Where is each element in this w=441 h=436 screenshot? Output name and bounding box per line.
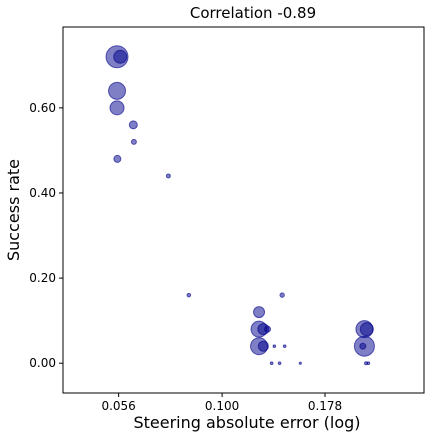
data-point-14 xyxy=(257,340,269,352)
chart-title: Correlation -0.89 xyxy=(190,4,316,22)
x-axis-ticks: 0.056 0.100 0.178 xyxy=(101,393,342,413)
x-tick-label-0: 0.056 xyxy=(101,399,135,413)
data-point-17 xyxy=(282,344,287,348)
data-point-5 xyxy=(113,154,122,163)
x-axis-label: Steering absolute error (log) xyxy=(133,413,360,432)
data-points xyxy=(105,45,375,366)
y-axis-ticks: 0.00 0.20 0.40 0.60 xyxy=(29,101,63,370)
y-tick-label-0: 0.00 xyxy=(29,356,56,370)
data-point-26 xyxy=(366,361,371,366)
data-point-3 xyxy=(109,100,125,116)
data-point-18 xyxy=(269,361,274,366)
data-point-6 xyxy=(130,138,137,145)
data-point-7 xyxy=(165,173,171,179)
y-tick-label-2: 0.40 xyxy=(29,186,56,200)
data-point-12 xyxy=(264,325,272,333)
y-tick-label-3: 0.60 xyxy=(29,101,56,115)
y-axis-label: Success rate xyxy=(4,159,23,261)
data-point-4 xyxy=(128,120,138,130)
data-point-9 xyxy=(253,306,266,319)
x-tick-label-2: 0.178 xyxy=(308,399,342,413)
data-point-20 xyxy=(298,361,302,365)
data-point-2 xyxy=(108,81,127,100)
data-point-15 xyxy=(279,292,285,298)
data-point-8 xyxy=(186,292,192,298)
data-point-22 xyxy=(359,322,374,337)
data-point-24 xyxy=(359,342,367,350)
data-point-19 xyxy=(277,361,282,366)
y-tick-label-1: 0.20 xyxy=(29,271,56,285)
data-point-16 xyxy=(272,344,277,348)
plot-area-frame xyxy=(62,26,425,394)
data-point-1 xyxy=(113,49,128,64)
x-tick-label-1: 0.100 xyxy=(205,399,239,413)
